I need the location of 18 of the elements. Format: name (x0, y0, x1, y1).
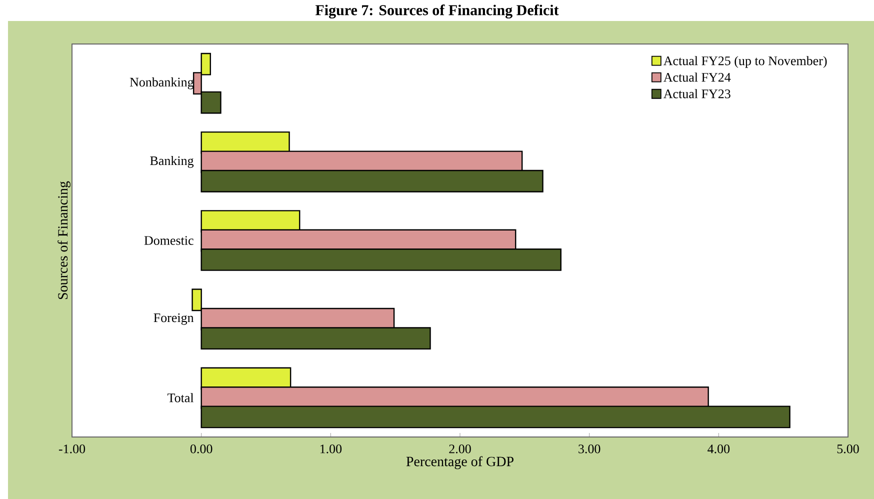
chart-title: Figure 7: Sources of Financing Deficit (315, 4, 559, 18)
legend-label: Actual FY24 (663, 72, 731, 82)
x-tick-label: 3.00 (578, 444, 600, 454)
y-tick-label: Banking (150, 156, 194, 168)
y-axis-title: Sources of Financing (58, 181, 70, 300)
x-tick-label: 0.00 (190, 444, 212, 454)
x-tick-label: 4.00 (708, 444, 730, 454)
y-tick-label: Foreign (154, 313, 194, 325)
x-tick-label: -1.00 (58, 444, 86, 454)
y-tick-label: Domestic (144, 236, 194, 245)
x-tick-label: 2.00 (449, 444, 471, 454)
x-axis-title: Percentage of GDP (406, 456, 514, 470)
legend-label: Actual FY25 (up to November) (663, 56, 827, 68)
y-tick-label: Total (168, 393, 194, 402)
legend-label: Actual FY23 (663, 89, 730, 98)
y-tick-label: Nonbanking (130, 77, 194, 90)
x-tick-label: 5.00 (837, 444, 859, 454)
x-tick-label: 1.00 (320, 444, 342, 454)
